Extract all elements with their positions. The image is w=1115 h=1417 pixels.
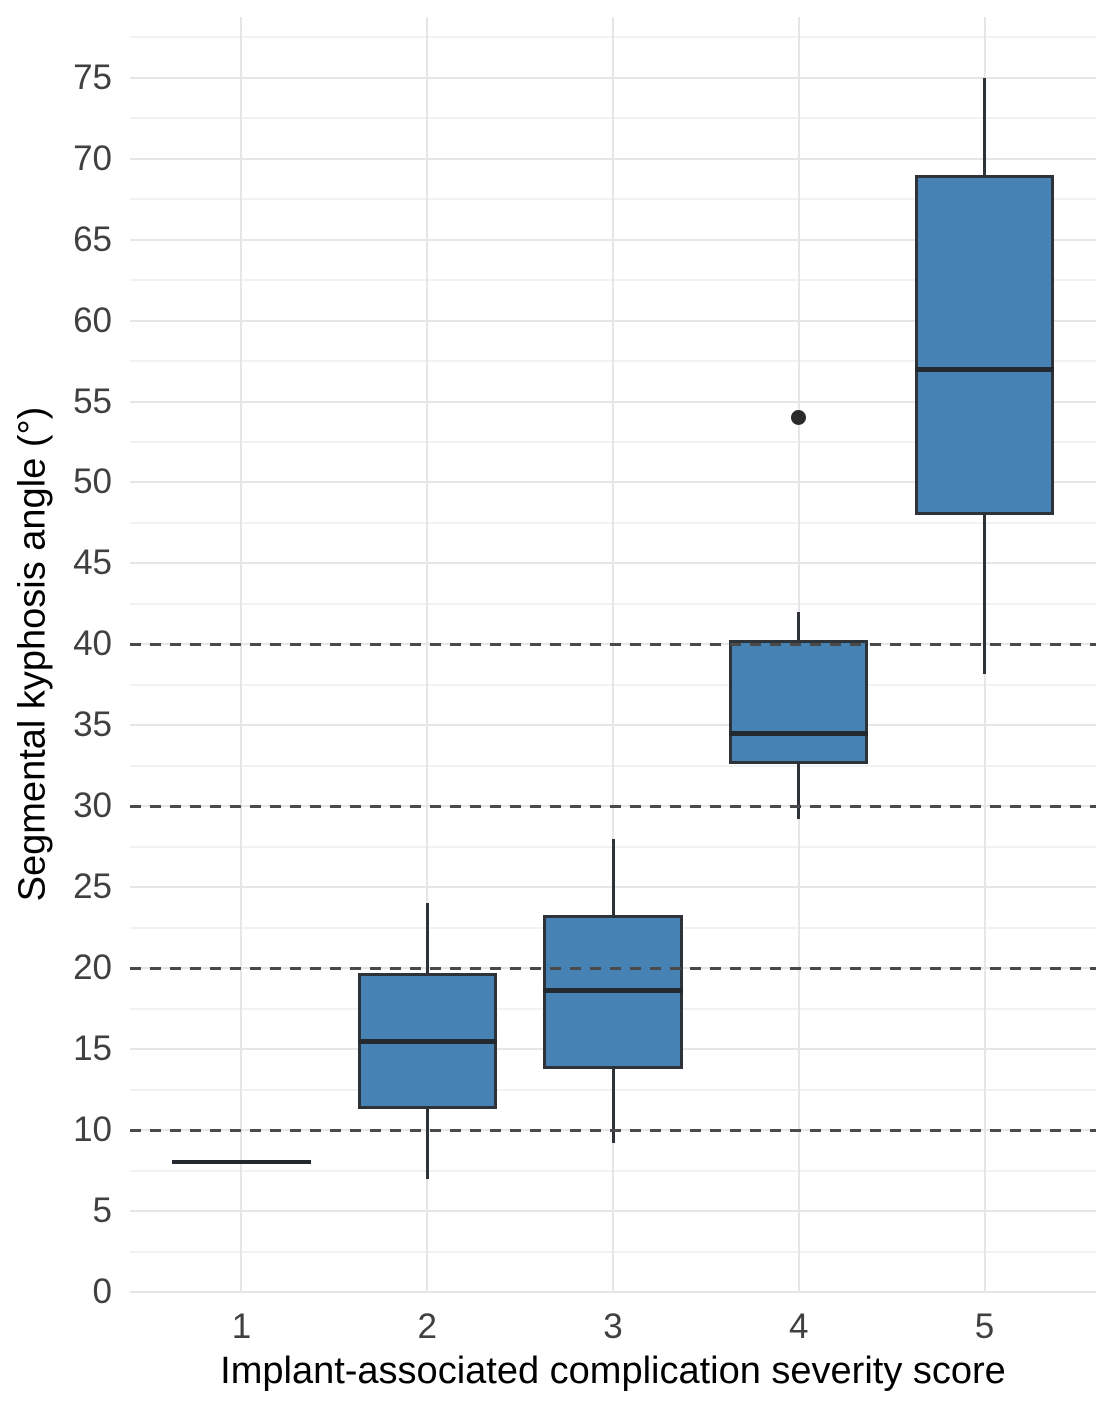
y-tick-label: 20 — [73, 948, 112, 988]
gridline-major — [130, 1291, 1096, 1293]
median-line — [357, 1038, 497, 1044]
y-tick-label: 75 — [73, 57, 112, 97]
y-tick-label: 65 — [73, 219, 112, 259]
y-tick-label: 15 — [73, 1029, 112, 1069]
reference-line — [130, 966, 1096, 970]
median-line — [914, 366, 1055, 372]
reference-line — [130, 1128, 1096, 1132]
x-axis-title: Implant-associated complication severity… — [220, 1350, 1006, 1392]
median-line — [729, 730, 869, 736]
gridline-vertical — [426, 17, 429, 1292]
x-tick-label: 3 — [603, 1307, 623, 1346]
box — [729, 639, 869, 765]
x-tick-label: 2 — [417, 1307, 437, 1346]
y-tick-label: 60 — [73, 300, 112, 340]
x-tick-label: 4 — [789, 1307, 809, 1346]
y-tick-label: 55 — [73, 381, 112, 421]
reference-line — [130, 642, 1096, 646]
x-tick-label: 1 — [231, 1307, 252, 1346]
y-tick-label: 25 — [73, 867, 112, 907]
y-tick-label: 40 — [73, 624, 112, 664]
y-tick-label: 45 — [73, 543, 112, 583]
plot-panel — [130, 17, 1096, 1293]
median-line — [543, 988, 683, 994]
box — [914, 174, 1055, 515]
gridline-vertical — [612, 17, 614, 1292]
gridline-vertical — [240, 17, 243, 1292]
y-tick-label: 35 — [73, 705, 112, 745]
y-tick-label: 30 — [73, 786, 112, 826]
outlier-point — [791, 410, 807, 426]
y-tick-label: 50 — [73, 462, 112, 502]
y-tick-label: 5 — [92, 1191, 112, 1231]
reference-line — [130, 804, 1096, 808]
y-tick-label: 10 — [73, 1110, 112, 1150]
single-value-line — [171, 1160, 312, 1165]
x-tick-label: 5 — [974, 1307, 995, 1346]
y-tick-label: 0 — [92, 1272, 112, 1311]
y-tick-label: 70 — [73, 138, 112, 178]
